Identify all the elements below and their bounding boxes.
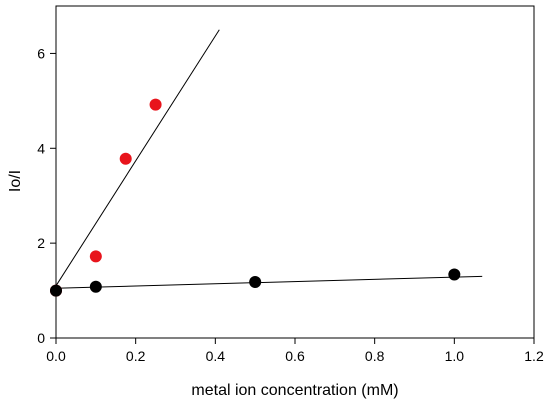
y-tick-label: 6 (37, 45, 45, 61)
data-point-series-2 (249, 276, 262, 289)
fit-line-2 (55, 275, 483, 289)
plot-frame-group (55, 5, 535, 339)
data-point-series-1 (89, 250, 102, 263)
x-tick-label: 0.2 (126, 348, 146, 364)
x-tick-label: 0.8 (365, 348, 385, 364)
data-point-series-2 (89, 280, 102, 293)
y-tick-label: 2 (37, 235, 45, 251)
data-point-series-1 (119, 152, 132, 165)
x-tick-label: 1.2 (524, 348, 544, 364)
y-axis: 0 2 4 6 (37, 45, 56, 346)
fit-lines (55, 29, 483, 289)
x-axis: 0.0 0.2 0.4 0.6 0.8 1.0 1.2 (46, 338, 544, 364)
x-axis-title: metal ion concentration (mM) (191, 382, 398, 399)
plot-frame (55, 5, 535, 339)
fit-line-1 (55, 29, 220, 287)
x-tick-label: 1.0 (445, 348, 465, 364)
x-tick-label: 0.0 (46, 348, 66, 364)
data-point-series-1 (149, 98, 162, 111)
y-axis-title: Io/I (7, 170, 24, 192)
data-point-series-2 (50, 284, 62, 297)
y-tick-label: 4 (37, 140, 45, 156)
x-tick-label: 0.6 (285, 348, 305, 364)
data-point-series-2 (448, 268, 461, 281)
x-tick-label: 0.4 (206, 348, 226, 364)
data-points (50, 98, 461, 297)
y-tick-label: 0 (37, 330, 45, 346)
